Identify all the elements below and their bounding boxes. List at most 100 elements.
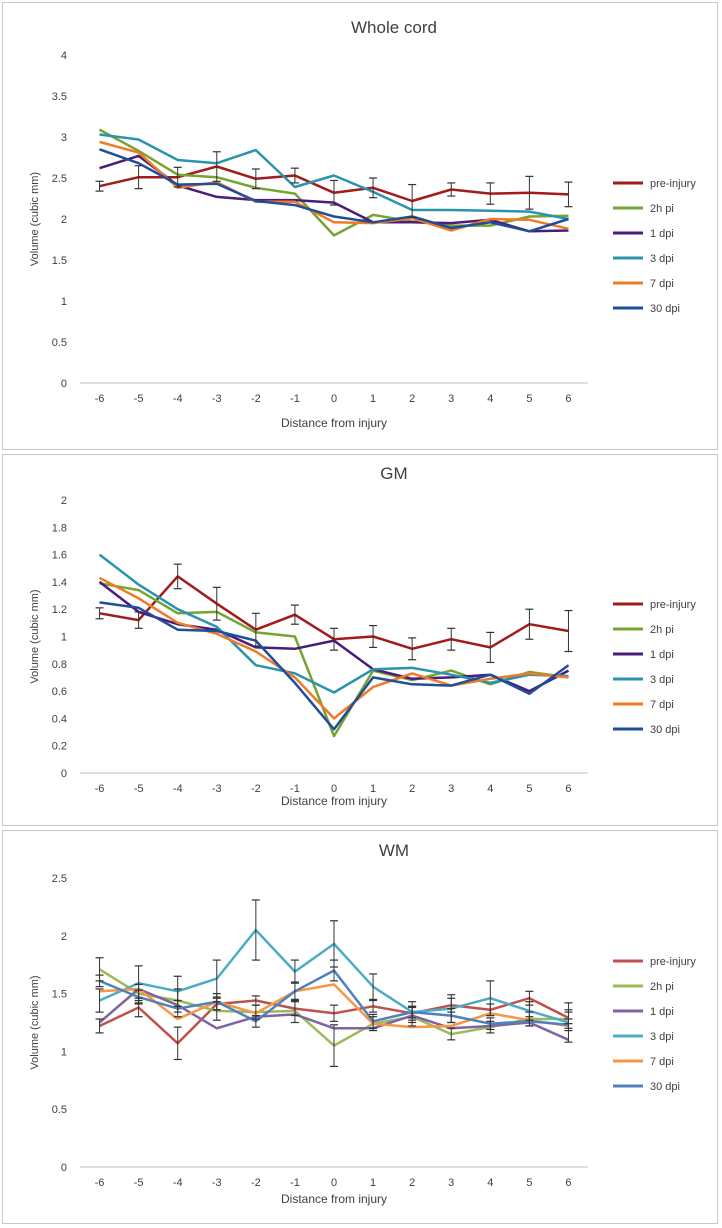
x-tick-label: -5 — [134, 393, 144, 405]
x-tick-label: 5 — [526, 1177, 532, 1189]
y-tick-label: 3 — [61, 132, 67, 144]
y-axis-label: Volume (cubic mm) — [29, 172, 41, 266]
y-tick-label: 1.5 — [52, 989, 67, 1001]
y-tick-label: 0 — [61, 1162, 67, 1174]
x-tick-label: -1 — [290, 1177, 300, 1189]
x-tick-label: 2 — [409, 1177, 415, 1189]
x-axis-label: Distance from injury — [281, 1192, 387, 1206]
x-tick-label: 4 — [487, 393, 493, 405]
y-tick-label: 0.2 — [52, 741, 67, 753]
legend-label: 30 dpi — [650, 724, 680, 736]
legend-label: 1 dpi — [650, 1006, 674, 1018]
legend-label: pre-injury — [650, 599, 696, 611]
chart-title: GM — [380, 464, 407, 483]
y-tick-label: 0 — [61, 768, 67, 780]
x-tick-label: 3 — [448, 1177, 454, 1189]
y-tick-label: 4 — [61, 50, 67, 62]
legend-label: 2h pi — [650, 203, 674, 215]
y-tick-label: 1.2 — [52, 604, 67, 616]
series-line-3-dpi — [98, 553, 569, 694]
x-tick-label: 1 — [370, 783, 376, 795]
x-axis-label: Distance from injury — [281, 416, 387, 430]
chart-svg: WM 0 0.5 1 1.5 2 2.5 -6 -5 -4 -3 -2 -1 0 1 2 3 4 5 6 Distanc… — [29, 841, 696, 1206]
legend-label: 3 dpi — [650, 674, 674, 686]
x-tick-label: -4 — [173, 783, 183, 795]
x-tick-label: 0 — [331, 1177, 337, 1189]
y-tick-label: 1.8 — [52, 522, 67, 534]
y-tick-label: 0.8 — [52, 659, 67, 671]
y-tick-label: 2 — [61, 931, 67, 943]
y-tick-label: 2.5 — [52, 173, 67, 185]
x-tick-label: 0 — [331, 393, 337, 405]
x-tick-label: 2 — [409, 783, 415, 795]
y-tick-label: 3.5 — [52, 91, 67, 103]
legend-label: pre-injury — [650, 956, 696, 968]
legend-label: 3 dpi — [650, 253, 674, 265]
x-tick-label: -5 — [134, 783, 144, 795]
x-tick-label: -5 — [134, 1177, 144, 1189]
y-axis-label: Volume (cubic mm) — [29, 975, 41, 1069]
legend-label: 1 dpi — [650, 649, 674, 661]
x-tick-label: 5 — [526, 393, 532, 405]
x-tick-label: -1 — [290, 393, 300, 405]
x-tick-label: 6 — [565, 1177, 571, 1189]
y-tick-label: 1 — [61, 632, 67, 644]
legend-label: 7 dpi — [650, 278, 674, 290]
x-tick-label: 1 — [370, 1177, 376, 1189]
legend-label: 2h pi — [650, 981, 674, 993]
x-tick-label: -3 — [212, 783, 222, 795]
legend-label: pre-injury — [650, 178, 696, 190]
x-tick-label: -4 — [173, 393, 183, 405]
y-tick-label: 0.6 — [52, 686, 67, 698]
x-tick-label: -4 — [173, 1177, 183, 1189]
y-tick-label: 1 — [61, 296, 67, 308]
chart-title: WM — [379, 841, 409, 860]
x-tick-label: -1 — [290, 783, 300, 795]
y-tick-label: 0 — [61, 378, 67, 390]
x-tick-label: -2 — [251, 393, 261, 405]
series-line-7-dpi — [98, 576, 569, 720]
x-tick-label: 4 — [487, 783, 493, 795]
x-tick-label: -6 — [95, 783, 105, 795]
series-line-3-dpi — [99, 133, 569, 221]
y-tick-label: 0.5 — [52, 1104, 67, 1116]
chart-panel-wm: WM 0 0.5 1 1.5 2 2.5 -6 -5 -4 -3 -2 -1 0 1 2 3 4 5 6 Distanc… — [2, 830, 718, 1224]
x-tick-label: 0 — [331, 783, 337, 795]
x-tick-label: 4 — [487, 1177, 493, 1189]
legend-label: 7 dpi — [650, 1056, 674, 1068]
x-tick-label: -3 — [212, 1177, 222, 1189]
chart-panel-whole-cord: Whole cord 0 0.5 1 1.5 2 2.5 3 3.5 4 -6 -5 -4 -3 -2 -1 0… — [2, 2, 718, 450]
chart-svg: GM 0 0.2 0.4 0.6 0.8 1 1.2 1.4 1.6 1.8 2 -6 -5 -4 -3 -2 -… — [29, 464, 696, 808]
chart-title: Whole cord — [351, 18, 437, 37]
x-tick-label: 1 — [370, 393, 376, 405]
y-axis-label: Volume (cubic mm) — [29, 589, 41, 683]
y-tick-label: 1.4 — [52, 577, 67, 589]
series-line-7-dpi — [99, 140, 569, 232]
legend-label: 3 dpi — [650, 1031, 674, 1043]
series-line-2h-pi — [99, 582, 569, 738]
x-tick-label: -2 — [251, 1177, 261, 1189]
y-tick-label: 0.4 — [52, 713, 67, 725]
chart-svg: Whole cord 0 0.5 1 1.5 2 2.5 3 3.5 4 -6 -5 -4 -3 -2 -1 0… — [29, 18, 696, 430]
x-tick-label: 2 — [409, 393, 415, 405]
x-tick-label: -3 — [212, 393, 222, 405]
y-tick-label: 2 — [61, 495, 67, 507]
legend-label: 30 dpi — [650, 303, 680, 315]
x-axis-label: Distance from injury — [281, 794, 387, 808]
y-tick-label: 1.6 — [52, 550, 67, 562]
x-tick-label: 6 — [565, 393, 571, 405]
legend-label: 7 dpi — [650, 699, 674, 711]
chart-panel-gm: GM 0 0.2 0.4 0.6 0.8 1 1.2 1.4 1.6 1.8 2 -6 -5 -4 -3 -2 -… — [2, 454, 718, 826]
x-tick-label: 6 — [565, 783, 571, 795]
x-tick-label: -6 — [95, 393, 105, 405]
y-tick-label: 2.5 — [52, 873, 67, 885]
y-tick-label: 0.5 — [52, 337, 67, 349]
x-tick-label: 3 — [448, 783, 454, 795]
series-line-30-dpi — [99, 601, 570, 731]
y-tick-label: 1 — [61, 1046, 67, 1058]
y-tick-label: 1.5 — [52, 255, 67, 267]
y-tick-label: 2 — [61, 214, 67, 226]
x-tick-label: 5 — [526, 783, 532, 795]
legend-label: 1 dpi — [650, 228, 674, 240]
x-tick-label: 3 — [448, 393, 454, 405]
